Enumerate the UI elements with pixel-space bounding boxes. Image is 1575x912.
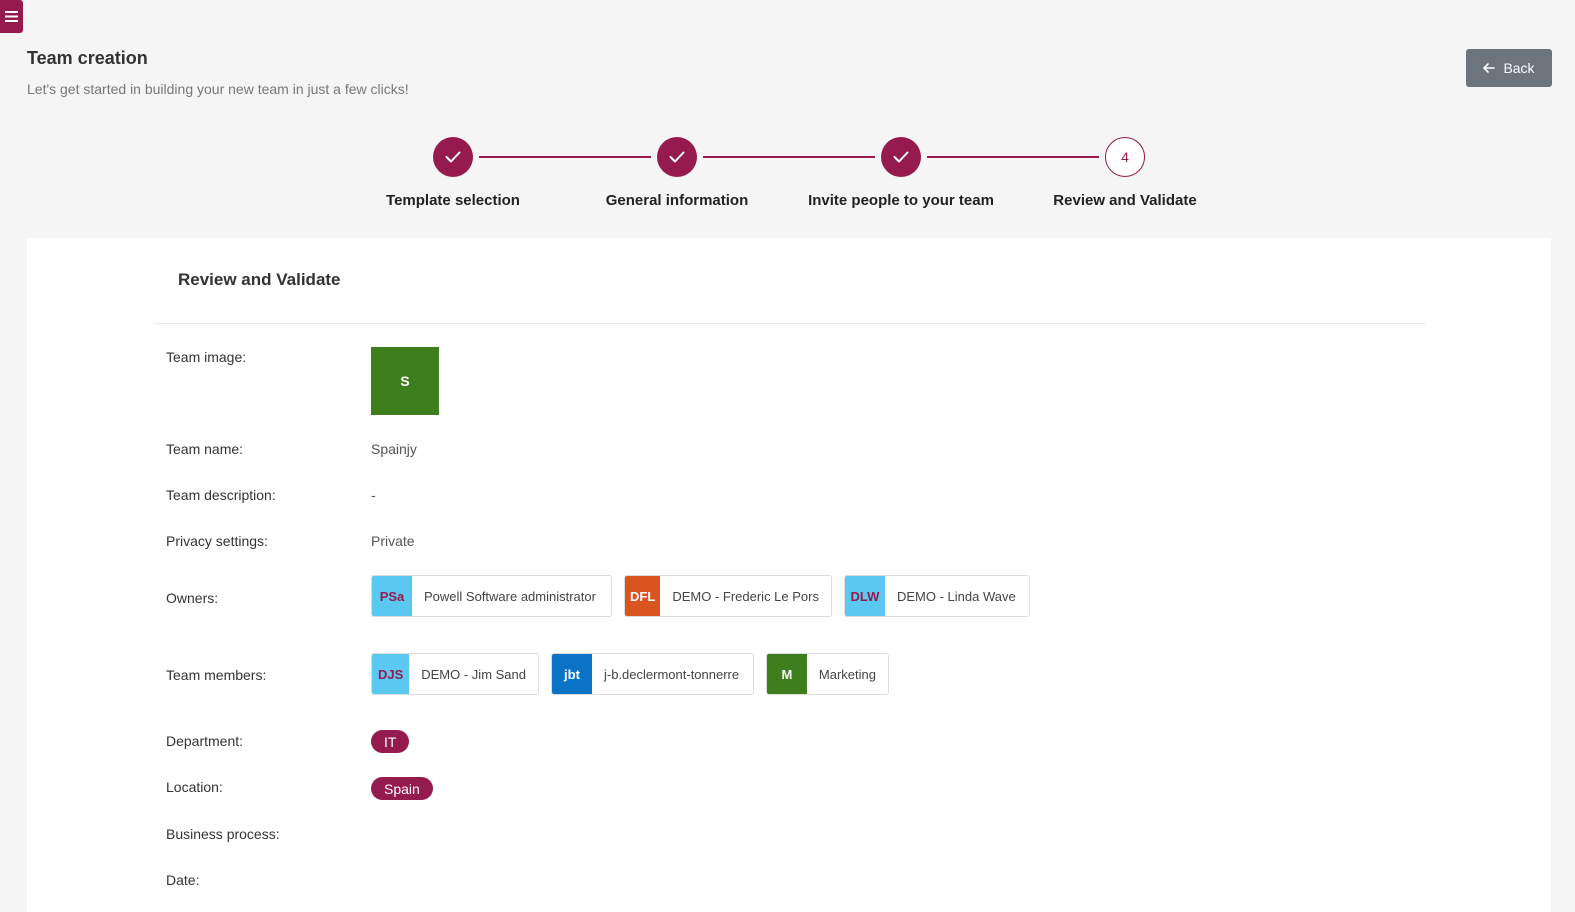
check-icon [893, 151, 909, 163]
owner-name: Powell Software administrator [424, 588, 596, 604]
hamburger-icon [5, 11, 18, 22]
location-label: Location: [166, 779, 223, 795]
arrow-left-icon [1483, 63, 1496, 73]
step-number: 4 [1121, 149, 1129, 165]
team-description-value: - [371, 487, 376, 503]
review-title: Review and Validate [178, 270, 341, 289]
step-label-template-selection[interactable]: Template selection [386, 192, 520, 209]
step-connector [927, 156, 1099, 158]
owner-chip[interactable]: DFL DEMO - Frederic Le Pors [624, 575, 832, 617]
owner-chip[interactable]: PSa Powell Software administrator [371, 575, 612, 617]
check-icon [669, 151, 685, 163]
review-card: Review and Validate Team image: S Team n… [27, 238, 1551, 912]
back-label: Back [1503, 60, 1535, 76]
avatar: PSa [372, 576, 412, 616]
avatar: DJS [372, 654, 410, 694]
step-connector [703, 156, 875, 158]
team-name-value: Spainjy [371, 441, 417, 457]
member-chip[interactable]: DJS DEMO - Jim Sand [371, 653, 539, 695]
location-tag: Spain [371, 777, 433, 800]
team-members-label: Team members: [166, 667, 267, 683]
step-label-invite-people[interactable]: Invite people to your team [808, 192, 994, 209]
owners-label: Owners: [166, 590, 219, 606]
member-name: Marketing [818, 666, 876, 682]
step-2-circle[interactable] [657, 137, 697, 177]
avatar: jbt [552, 654, 592, 694]
divider [155, 323, 1425, 324]
department-tag: IT [371, 730, 410, 753]
step-4-circle[interactable]: 4 [1105, 137, 1145, 177]
step-label-review-validate[interactable]: Review and Validate [1053, 192, 1197, 209]
date-label: Date: [166, 872, 200, 888]
back-button[interactable]: Back [1466, 49, 1552, 87]
member-chip[interactable]: jbt j-b.declermont-tonnerre [551, 653, 754, 695]
member-chip[interactable]: M Marketing [766, 653, 889, 695]
member-name: j-b.declermont-tonnerre [604, 666, 740, 682]
step-3-circle[interactable] [881, 137, 921, 177]
check-icon [445, 151, 461, 163]
owner-name: DEMO - Frederic Le Pors [672, 588, 819, 604]
team-description-label: Team description: [166, 487, 276, 503]
step-1-circle[interactable] [433, 137, 473, 177]
avatar: DFL [625, 576, 661, 616]
member-name: DEMO - Jim Sand [421, 666, 526, 682]
business-process-label: Business process: [166, 826, 280, 842]
privacy-label: Privacy settings: [166, 533, 268, 549]
department-label: Department: [166, 733, 244, 749]
team-image-label: Team image: [166, 349, 247, 365]
privacy-value: Private [371, 533, 415, 549]
owner-name: DEMO - Linda Wave [897, 588, 1016, 604]
menu-button[interactable] [0, 0, 23, 33]
team-image: S [371, 347, 439, 415]
stepper: 4 Template selection General information… [0, 137, 1575, 217]
step-label-general-information[interactable]: General information [605, 192, 749, 209]
team-name-label: Team name: [166, 441, 244, 457]
page-title: Team creation [27, 48, 148, 68]
avatar: M [767, 654, 807, 694]
step-connector [479, 156, 651, 158]
owner-chip[interactable]: DLW DEMO - Linda Wave [844, 575, 1030, 617]
avatar: DLW [845, 576, 885, 616]
page-subtitle: Let's get started in building your new t… [27, 81, 409, 97]
